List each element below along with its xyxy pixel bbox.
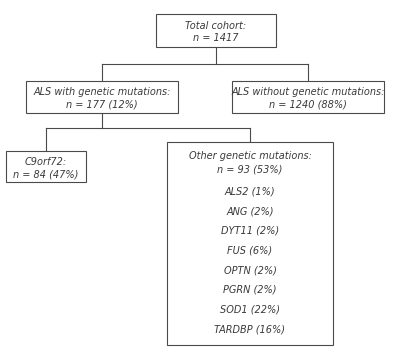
FancyBboxPatch shape [232, 81, 384, 113]
Text: Other genetic mutations:: Other genetic mutations: [188, 151, 312, 161]
Text: ALS2 (1%): ALS2 (1%) [225, 187, 275, 197]
Text: n = 1240 (88%): n = 1240 (88%) [269, 100, 347, 110]
FancyBboxPatch shape [6, 151, 86, 182]
Text: ANG (2%): ANG (2%) [226, 206, 274, 216]
Text: n = 93 (53%): n = 93 (53%) [217, 165, 283, 174]
Text: FUS (6%): FUS (6%) [228, 246, 272, 256]
FancyBboxPatch shape [26, 81, 178, 113]
Text: ALS with genetic mutations:: ALS with genetic mutations: [33, 87, 171, 97]
Text: PGRN (2%): PGRN (2%) [223, 285, 277, 295]
Text: DYT11 (2%): DYT11 (2%) [221, 226, 279, 236]
Text: OPTN (2%): OPTN (2%) [224, 265, 276, 275]
Text: n = 1417: n = 1417 [193, 33, 239, 43]
Text: n = 84 (47%): n = 84 (47%) [13, 169, 79, 179]
Text: TARDBP (16%): TARDBP (16%) [214, 324, 286, 334]
Text: ALS without genetic mutations:: ALS without genetic mutations: [231, 87, 385, 97]
Text: C9orf72:: C9orf72: [25, 157, 67, 167]
Text: n = 177 (12%): n = 177 (12%) [66, 100, 138, 110]
Text: Total cohort:: Total cohort: [186, 21, 246, 31]
FancyBboxPatch shape [156, 14, 276, 47]
Text: SOD1 (22%): SOD1 (22%) [220, 305, 280, 315]
FancyBboxPatch shape [167, 142, 333, 344]
